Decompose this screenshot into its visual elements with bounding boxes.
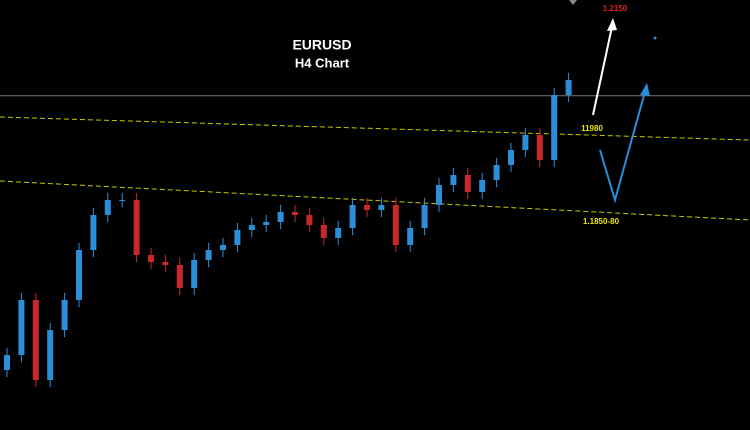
candle-body [176, 265, 183, 288]
trend-line [0, 180, 750, 221]
candle-body [349, 205, 356, 228]
trend-line [0, 116, 750, 141]
arrow [592, 21, 614, 116]
candle-body [306, 215, 313, 225]
candle-body [119, 200, 126, 201]
arrow [599, 87, 647, 204]
candle-body [565, 80, 572, 95]
arrow-head [640, 83, 650, 96]
candle-body [234, 230, 241, 245]
candle-body [450, 175, 457, 185]
candle-body [263, 222, 270, 225]
marker [569, 0, 577, 5]
candle-body [104, 200, 111, 215]
candle-body [292, 212, 298, 215]
candle-body [191, 260, 198, 288]
chart-subtitle: H4 Chart [295, 55, 350, 70]
candle-body [522, 135, 529, 150]
candle-body [479, 180, 486, 192]
annotation: 11980 [581, 124, 603, 133]
candle-body [436, 185, 442, 205]
chart-title: EURUSD [292, 37, 351, 53]
candle-body [133, 200, 140, 255]
candles [0, 72, 750, 388]
candle-body [335, 228, 342, 238]
candle-body [32, 300, 39, 380]
candle-body [536, 135, 543, 160]
candle-body [76, 250, 82, 300]
candle-body [378, 205, 385, 210]
candle-body [248, 225, 255, 230]
candle-body [464, 175, 471, 192]
candle-body [551, 95, 558, 160]
candle-body [493, 165, 500, 180]
candle-body [407, 228, 414, 245]
candle-body [421, 205, 428, 228]
annotation: 1.1850-80 [583, 217, 620, 226]
marker [653, 36, 657, 40]
annotation: 1.2150 [603, 4, 628, 13]
candle-body [220, 245, 226, 250]
candle-body [392, 205, 399, 245]
candle-body [162, 262, 169, 265]
candle-body [508, 150, 514, 165]
candle-body [320, 225, 327, 238]
candle-body [277, 212, 284, 222]
candle-body [148, 255, 154, 262]
candle-body [18, 300, 25, 355]
candle-body [90, 215, 97, 250]
candle-body [205, 250, 212, 260]
arrow-head [607, 18, 617, 31]
candle-body [61, 300, 68, 330]
candle-body [364, 205, 370, 210]
candle-body [4, 355, 10, 370]
candle-body [47, 330, 54, 380]
